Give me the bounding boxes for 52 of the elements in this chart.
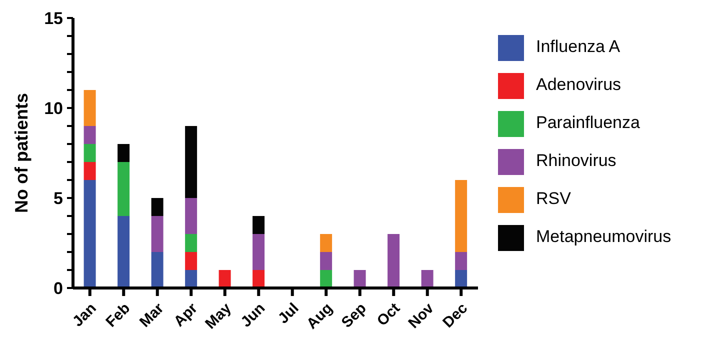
legend-label: Influenza A	[536, 37, 620, 56]
x-tick-label: Sep	[338, 300, 370, 332]
bar	[320, 234, 332, 252]
bar	[185, 252, 198, 270]
x-tick-label: Nov	[405, 299, 438, 332]
bar	[118, 216, 130, 288]
bar	[185, 198, 198, 234]
bar	[151, 252, 164, 288]
bar	[320, 270, 332, 288]
y-tick-label: 15	[44, 9, 63, 28]
bar	[118, 162, 130, 216]
bar	[252, 234, 265, 270]
y-tick-label: 5	[54, 189, 63, 208]
bar	[84, 162, 96, 180]
x-tick-label: Dec	[440, 300, 472, 332]
bar	[185, 234, 198, 252]
legend-label: Metapneumovirus	[536, 227, 672, 246]
legend-label: RSV	[536, 189, 571, 208]
x-tick-label: Jul	[274, 300, 302, 328]
bar	[151, 216, 164, 252]
bar	[252, 270, 265, 288]
x-tick-label: Jun	[238, 300, 269, 331]
bar	[455, 180, 468, 252]
bar	[84, 126, 96, 144]
bar	[388, 234, 400, 288]
bar	[218, 270, 231, 288]
bar	[354, 270, 366, 288]
x-tick-label: Oct	[374, 300, 404, 330]
legend-label: Parainfluenza	[536, 113, 640, 132]
y-tick-label: 0	[54, 279, 63, 298]
x-tick-label: Aug	[303, 300, 336, 333]
bar	[455, 252, 468, 270]
bar	[118, 144, 130, 162]
x-tick-label: May	[202, 299, 236, 333]
legend-label: Adenovirus	[536, 75, 622, 94]
bar	[84, 90, 96, 126]
bar	[320, 252, 332, 270]
x-tick-label: Mar	[136, 300, 168, 331]
bar	[185, 270, 198, 288]
y-tick-label: 10	[44, 99, 63, 118]
legend-label: Rhinovirus	[536, 151, 616, 170]
bar	[84, 144, 96, 162]
bar	[151, 198, 164, 216]
x-tick-label: Jan	[69, 300, 100, 330]
bar	[84, 180, 96, 288]
bar	[252, 216, 265, 234]
bar	[455, 270, 468, 288]
x-tick-label: Feb	[102, 300, 134, 331]
bar	[421, 270, 434, 288]
x-tick-label: Apr	[170, 300, 202, 330]
y-axis-title: No of patients	[11, 93, 32, 213]
bar	[185, 126, 198, 198]
